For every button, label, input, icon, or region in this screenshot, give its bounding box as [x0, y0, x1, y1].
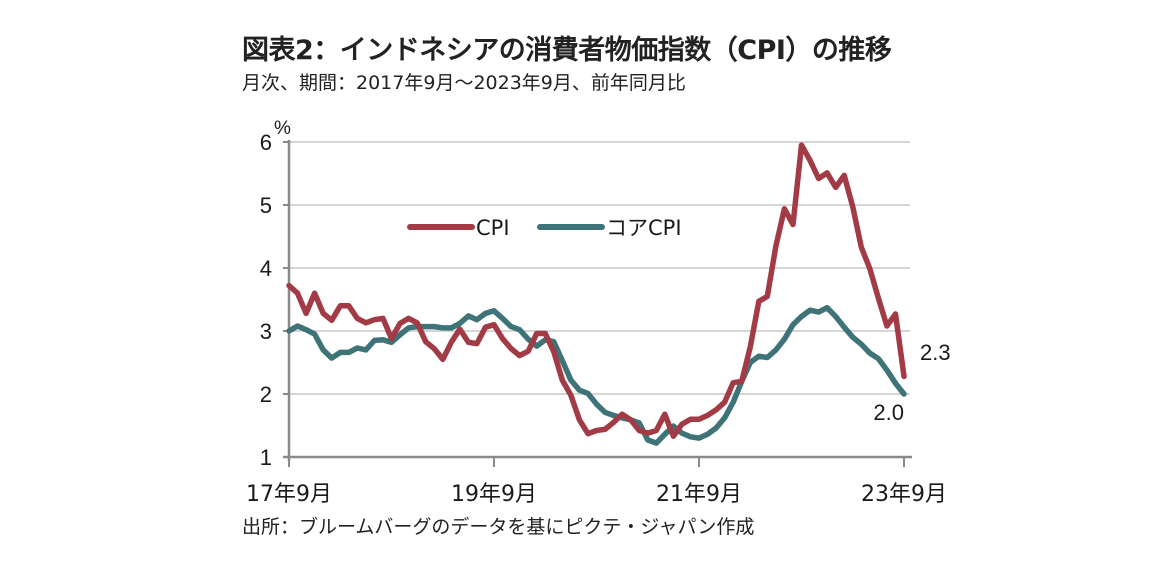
core-cpi-line: [286, 304, 907, 446]
y-tick-label: 2: [260, 382, 272, 407]
chart-subtitle: 月次、期間：2017年9月～2023年9月、前年同月比: [242, 72, 686, 94]
y-unit-label: %: [274, 118, 291, 139]
y-tick-label: 4: [260, 256, 272, 281]
y-tick-label: 6: [260, 130, 272, 155]
x-tick-label: 19年9月: [451, 482, 537, 507]
y-tick-label: 3: [260, 319, 272, 344]
gridlines: [289, 141, 910, 395]
x-tick-label: 23年9月: [861, 482, 947, 507]
legend: CPI コアCPI: [407, 216, 682, 240]
cpi-end-value: 2.3: [920, 340, 951, 365]
x-tick-labels: 17年9月 19年9月 21年9月 23年9月: [246, 482, 947, 507]
axes: [283, 140, 912, 467]
y-tick-label: 5: [260, 193, 272, 218]
chart-title: 図表2：インドネシアの消費者物価指数（CPI）の推移: [242, 35, 892, 66]
x-tick-label: 17年9月: [246, 482, 332, 507]
x-tick-label: 21年9月: [656, 482, 742, 507]
legend-label-cpi: CPI: [476, 216, 510, 240]
series-lines: [286, 142, 907, 446]
end-labels: 2.3 2.0: [873, 340, 950, 425]
source-note: 出所：ブルームバーグのデータを基にピクテ・ジャパン作成: [242, 516, 755, 538]
core-cpi-end-value: 2.0: [873, 400, 904, 425]
cpi-line: [286, 142, 907, 439]
legend-label-core-cpi: コアCPI: [606, 216, 682, 240]
y-tick-label: 1: [260, 445, 272, 470]
y-tick-labels: 1 2 3 4 5 6: [260, 130, 272, 470]
